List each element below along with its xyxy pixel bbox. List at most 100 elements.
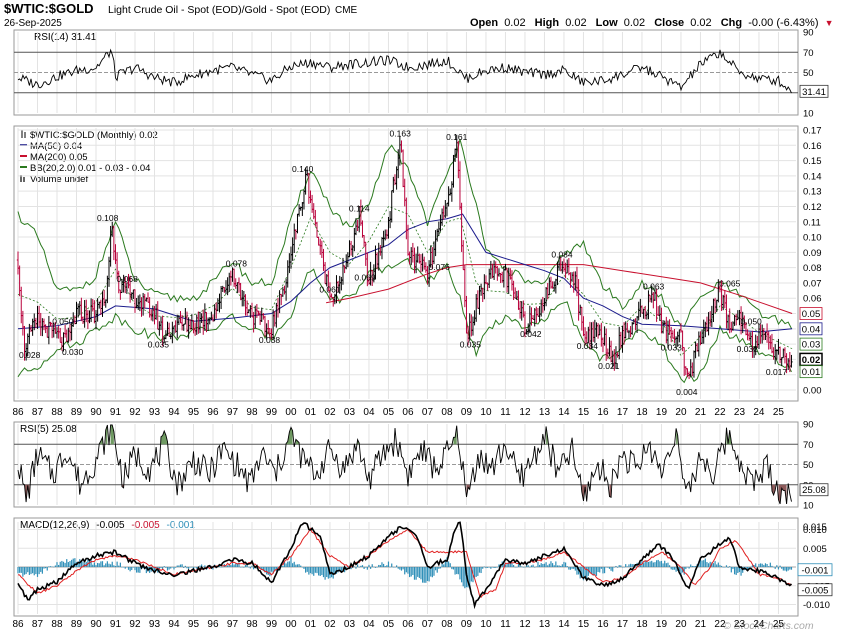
x-tick-label: 03	[344, 407, 356, 418]
macd-histogram-bar	[230, 564, 232, 567]
macd-histogram-bar	[418, 567, 420, 578]
macd-histogram-bar	[772, 566, 775, 568]
macd-histogram-bar	[48, 566, 50, 567]
macd-histogram-bar	[503, 560, 505, 567]
x-tick-label: 20	[675, 619, 687, 630]
price-annotation: 0.065	[719, 279, 741, 289]
high-value: 0.02	[565, 17, 586, 29]
macd-histogram-bar	[186, 567, 188, 569]
macd-histogram-bar	[431, 567, 433, 578]
y-tick-label: 0.010	[803, 525, 827, 536]
x-tick-label: 86	[12, 619, 24, 630]
macd-histogram-bar	[344, 567, 346, 573]
x-tick-label: 05	[383, 619, 395, 630]
macd-histogram-bar	[391, 563, 393, 567]
x-tick-label: 24	[753, 407, 765, 418]
macd-histogram-bar	[56, 562, 58, 567]
chg-label: Chg	[721, 17, 742, 29]
price-value-badge	[799, 337, 823, 351]
price-annotation: 0.050	[741, 317, 763, 327]
x-tick-label: 91	[110, 407, 122, 418]
y-tick-label: 0.005	[803, 544, 827, 555]
macd-histogram-bar	[764, 563, 767, 567]
macd-histogram-bar	[283, 561, 286, 567]
x-tick-label: 06	[402, 619, 414, 630]
macd-histogram-bar	[163, 566, 165, 567]
legend-ma50-label: MA(50) 0.04	[30, 141, 82, 152]
macd-histogram-bar	[789, 567, 791, 570]
price-annotation: 0.030	[62, 347, 84, 357]
macd-histogram-bar	[719, 564, 721, 567]
y-tick-label: 0.13	[803, 187, 822, 198]
macd-histogram-bar	[287, 561, 289, 567]
x-tick-label: 87	[32, 407, 44, 418]
macd-histogram-bar	[350, 567, 352, 570]
rsi-line	[17, 48, 792, 94]
macd-histogram-bar	[392, 567, 394, 568]
x-tick-label: 11	[500, 619, 511, 630]
rsi-last-value-badge	[799, 84, 829, 98]
x-tick-label: 25	[773, 619, 785, 630]
macd-histogram-bar	[543, 563, 546, 567]
macd-histogram-bar	[93, 562, 95, 567]
macd-last-value-badge	[797, 583, 833, 597]
macd-histogram-bar	[119, 562, 121, 567]
macd-histogram-bar	[512, 565, 515, 567]
x-axis-price: 86 87 88 89 90 91 92 93 94 95 96 97 98 99 00 01 02 03 04 05…	[12, 407, 784, 418]
macd-histogram-bar	[709, 561, 711, 567]
panel-rsi14: RSI(14) 31.41 907050301031.41	[13, 28, 829, 120]
price-annotation: 0.033	[661, 343, 683, 353]
macd-histogram-bar	[706, 562, 708, 567]
y-tick-label: 0.06	[803, 294, 822, 305]
y-tick-label: 90	[803, 28, 814, 39]
macd-histogram-bar	[568, 567, 570, 570]
macd-histogram-bar	[272, 567, 274, 574]
macd-histogram-bar	[142, 567, 144, 569]
y-tick-label: 0.07	[803, 278, 822, 289]
macd-histogram-bar	[314, 567, 316, 573]
macd-histogram-bar	[36, 567, 39, 577]
x-tick-label: 22	[714, 407, 726, 418]
macd-histogram-bar	[563, 561, 565, 567]
macd-histogram-bar	[49, 566, 52, 567]
macd-histogram-bar	[733, 567, 736, 575]
macd-histogram-bar	[616, 567, 619, 568]
x-tick-label: 99	[266, 407, 278, 418]
macd-histogram-bar	[111, 561, 113, 567]
price-annotation: 0.017	[766, 367, 788, 377]
macd-histogram-bar	[370, 567, 372, 569]
macd-histogram-bar	[678, 567, 680, 572]
price-annotation: 0.069	[354, 272, 376, 282]
macd-histogram-bar	[498, 564, 500, 567]
macd-histogram-bar	[668, 565, 671, 567]
price-annotation: 0.061	[319, 285, 341, 295]
macd-histogram-bar	[597, 567, 599, 572]
macd-histogram-bar	[785, 567, 788, 572]
macd-histogram-bar	[28, 567, 30, 575]
x-tick-label: 00	[285, 407, 297, 418]
macd-histogram-bar	[707, 563, 710, 567]
x-tick-label: 07	[422, 407, 434, 418]
price-annotation: 0.034	[577, 341, 599, 351]
macd-histogram-bar	[646, 560, 648, 567]
macd-histogram-bar	[243, 567, 245, 568]
rsi-line	[17, 424, 792, 505]
y-tick-label: -0.010	[803, 600, 830, 611]
macd-histogram-bar	[730, 567, 732, 573]
x-tick-label: 14	[558, 407, 570, 418]
macd-line	[17, 521, 793, 610]
macd-histogram-bar	[266, 567, 268, 575]
x-tick-label: 15	[578, 407, 590, 418]
x-tick-label: 19	[656, 619, 668, 630]
macd-histogram-bar	[106, 561, 108, 567]
x-tick-label: 23	[734, 619, 746, 630]
macd-histogram-bar	[532, 564, 534, 567]
macd-histogram-bar	[282, 565, 284, 567]
y-tick-label: 0.14	[803, 171, 822, 182]
x-tick-label: 03	[344, 619, 356, 630]
macd-histogram-bar	[550, 561, 552, 567]
macd-histogram-bar	[316, 567, 318, 574]
macd-histogram-bar	[655, 560, 658, 567]
macd-histogram-bar	[298, 564, 300, 567]
